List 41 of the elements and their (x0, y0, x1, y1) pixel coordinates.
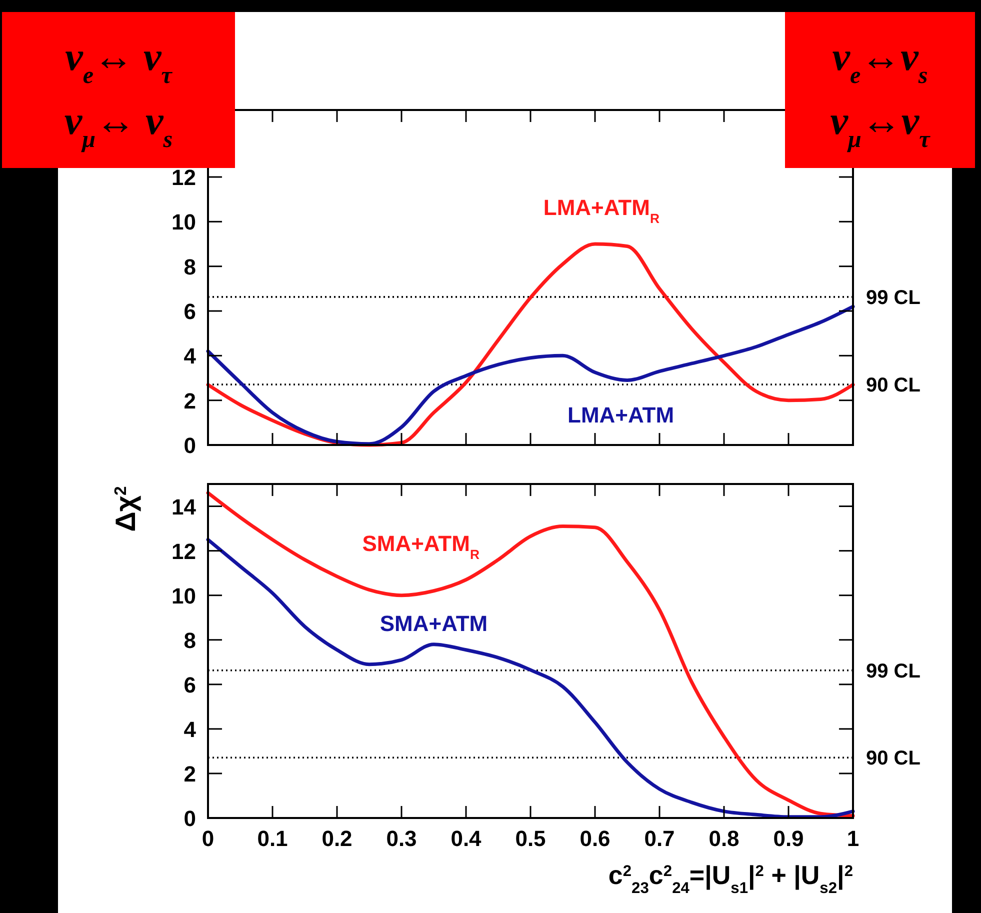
ref-line-label: 99 CL (866, 286, 920, 309)
y-tick-label: 4 (184, 716, 197, 742)
text: c$^{2}$$_{23}$c$^{2}$$_{24}$=|U$_{s1}$|$^{2}$ + |U$_{s2}$|$^{2}$ (608, 860, 853, 896)
ref-line-label: 99 CL (866, 660, 920, 682)
line-series (206, 304, 855, 446)
text: ν$_{μ}$↔ ν$_{s}$ (64, 98, 173, 153)
y-tick-label: 4 (184, 344, 197, 369)
y-tick-label: 2 (184, 761, 196, 786)
line-series (206, 242, 855, 447)
series-label: SMA+ATM$_{R}$ (362, 530, 480, 562)
y-tick-label: 2 (184, 388, 196, 414)
text: ν$_{e}$↔ν$_{s}$ (832, 34, 928, 89)
ref-line-label: 90 CL (866, 374, 920, 396)
y-tick-label: 10 (172, 210, 196, 235)
y-tick-label: 14 (172, 494, 197, 520)
y-tick-label: 10 (172, 583, 196, 608)
y-tick-label: 8 (184, 628, 196, 653)
x-tick-label: 0.1 (257, 826, 288, 851)
x-tick-label: 0.8 (708, 826, 740, 851)
x-tick-label: 0.2 (322, 826, 352, 851)
y-tick-label: 6 (184, 672, 196, 698)
x-tick-label: 1 (846, 826, 860, 851)
x-tick-label: 0.4 (450, 826, 482, 851)
series-label: LMA+ATM$_{R}$ (543, 194, 660, 226)
x-tick-label: 0.3 (386, 826, 417, 851)
x-tick-label: 0.6 (580, 826, 610, 851)
y-tick-label: 8 (184, 254, 196, 280)
ref-line-label: 90 CL (866, 748, 920, 770)
y-tick-label: 12 (172, 538, 196, 564)
x-tick-label: 0.9 (773, 826, 804, 851)
y-tick-label: 6 (184, 299, 196, 324)
y-tick-label: 0 (184, 806, 196, 831)
x-tick-label: 0.7 (644, 826, 675, 851)
x-tick-label: 0 (202, 826, 214, 851)
series-label: SMA+ATM (380, 610, 488, 636)
x-tick-label: 0.5 (515, 826, 546, 851)
series-label: LMA+ATM (568, 402, 674, 428)
annotation: ν$_{μ}$↔ν$_{τ}$ (830, 98, 932, 153)
y-tick-label: 0 (184, 433, 196, 458)
y-tick-label: 12 (172, 165, 196, 190)
text: ν$_{e}$↔ ν$_{τ}$ (65, 34, 174, 89)
